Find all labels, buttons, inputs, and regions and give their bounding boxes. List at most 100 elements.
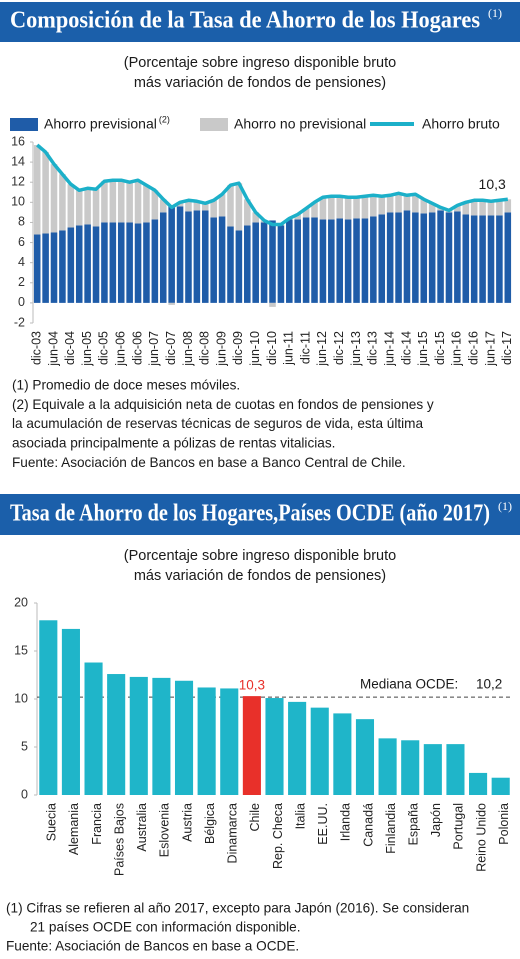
bar-segment (201, 203, 209, 211)
bar-segment (328, 196, 335, 220)
bar (129, 676, 148, 795)
header-band (0, 2, 520, 42)
bar-segment (454, 205, 461, 212)
bar (446, 744, 465, 795)
bar-segment (159, 199, 167, 213)
footnote: (1) Promedio de doce meses móviles. (12, 378, 240, 393)
y-tick-label: 0 (18, 295, 25, 309)
x-tick-label: jun-15 (416, 331, 430, 367)
bar-segment (33, 234, 41, 303)
bar-segment (344, 219, 352, 303)
bar-segment (294, 214, 301, 220)
footnote: (2) Equivale a la adquisición neta de cu… (12, 397, 434, 412)
x-tick-label: jun-10 (248, 331, 262, 367)
footnote: (1) Cifras se refieren al año 2017, exce… (6, 901, 469, 916)
legend-label: Ahorro previsional (44, 116, 157, 132)
bar-segment (59, 174, 66, 231)
x-tick-label: jun-13 (349, 331, 363, 367)
bar-segment (84, 224, 91, 303)
bar (152, 677, 171, 795)
x-tick-label: dic-17 (500, 331, 514, 365)
bar-segment (210, 200, 217, 218)
footnote: Fuente: Asociación de Bancos en base a O… (6, 939, 299, 954)
bar (220, 688, 239, 795)
x-tick-label: Suecia (45, 803, 59, 841)
bar-segment (185, 211, 192, 303)
y-tick-label: -2 (14, 315, 25, 329)
subtitle: más variación de fondos de pensiones) (134, 75, 386, 91)
x-tick-label: Alemania (67, 803, 81, 855)
x-tick-label: dic-05 (97, 331, 111, 365)
bar-segment (42, 233, 49, 303)
bar-segment (319, 219, 327, 303)
x-tick-label: Austria (180, 803, 194, 842)
x-tick-label: España (407, 803, 421, 845)
x-tick-label: jun-14 (382, 331, 396, 367)
bar-segment (319, 197, 327, 220)
bar-segment (201, 210, 209, 303)
x-tick-label: jun-12 (315, 331, 329, 367)
bar (107, 674, 126, 795)
bar-segment (210, 217, 217, 303)
bar (491, 777, 510, 795)
bar-segment (218, 216, 226, 303)
x-tick-label: jun-09 (214, 331, 228, 367)
x-tick-label: Eslovenia (158, 803, 172, 857)
header-note: (1) (488, 6, 502, 20)
x-tick-label: jun-17 (483, 331, 497, 367)
bar-segment (487, 215, 495, 303)
bar (39, 620, 58, 795)
bar-segment (428, 203, 436, 213)
bar-segment (42, 152, 49, 234)
bar-segment (269, 220, 276, 303)
x-tick-label: Francia (90, 803, 104, 845)
footnote: Fuente: Asociación de Bancos en base a B… (12, 455, 406, 470)
bar-segment (50, 232, 58, 303)
bar-segment (353, 197, 360, 219)
x-tick-label: dic-13 (366, 331, 380, 365)
bar-segment (176, 206, 184, 303)
bar-segment (134, 223, 142, 303)
value-label: 10,3 (479, 176, 506, 192)
bar-segment (386, 212, 394, 303)
bar-segment (445, 212, 453, 303)
x-tick-label: jun-07 (147, 331, 161, 367)
header-title: Tasa de Ahorro de los Hogares,Países OCD… (10, 501, 490, 527)
bar-segment (84, 188, 91, 225)
bar-segment (403, 210, 411, 303)
bar-segment (126, 222, 133, 303)
bar-segment (344, 197, 352, 220)
x-tick-label: Australia (135, 803, 149, 852)
x-tick-label: dic-10 (265, 331, 279, 365)
x-tick-label: dic-04 (63, 331, 77, 365)
bar-segment (252, 212, 259, 223)
bar-segment (227, 226, 234, 303)
bar-segment (496, 200, 503, 216)
y-tick-label: 10 (11, 195, 25, 209)
bar-segment (244, 199, 251, 226)
bar-segment (168, 205, 175, 303)
x-tick-label: Dinamarca (226, 803, 240, 863)
reference-value: 10,2 (476, 677, 502, 692)
x-tick-label: Italia (293, 803, 307, 829)
bar-segment (370, 216, 377, 303)
x-tick-label: Rep. Checa (271, 803, 285, 869)
bar-segment (378, 196, 386, 215)
bar-segment (75, 225, 83, 303)
bar-segment (143, 222, 150, 303)
y-tick-label: 20 (14, 595, 28, 609)
subtitle: más variación de fondos de pensiones) (134, 568, 386, 584)
y-tick-label: 12 (11, 175, 25, 189)
x-tick-label: Bélgica (203, 803, 217, 844)
bar-segment (504, 199, 512, 213)
bar-segment (59, 230, 66, 303)
bar-segment (126, 182, 133, 223)
bar-segment (395, 193, 402, 213)
bar-segment (252, 222, 259, 303)
bar (242, 696, 261, 795)
bar (423, 744, 442, 795)
bar-segment (260, 222, 268, 303)
legend-label: Ahorro bruto (422, 116, 500, 132)
x-tick-label: dic-14 (399, 331, 413, 365)
